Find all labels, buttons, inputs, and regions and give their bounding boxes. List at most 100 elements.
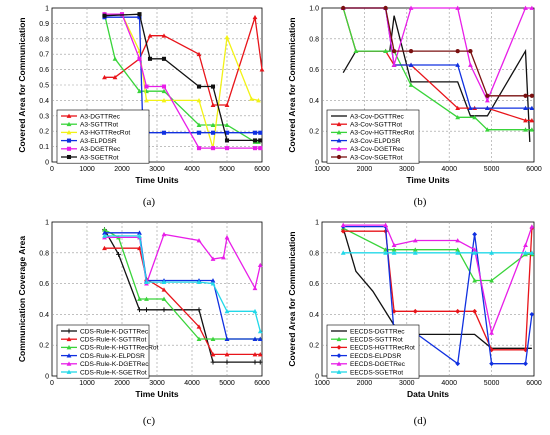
A3-Cov-SGETRot-point	[383, 5, 388, 11]
chart-panel-d: 0 0.2 0.4 0.6 0.8 1 1000 2000 3000 4000 5000 6000 Da…	[287, 220, 542, 428]
y-tick-label: 0.4	[309, 98, 319, 105]
A3-DGETRec-point	[210, 146, 216, 151]
y-tick-label: 0.8	[39, 250, 49, 257]
CDS-Rule-K-ELPDSR-point	[210, 278, 216, 283]
x-tick-label: 1000	[79, 380, 95, 387]
A3-DGETRec-point	[119, 12, 125, 17]
x-axis-title: Time Units	[135, 175, 179, 185]
EECDS-HGTTRecRot-point	[472, 308, 478, 314]
y-tick-label: 0.2	[39, 129, 49, 136]
legend-box	[326, 109, 420, 164]
EECDS-DGETRec-point	[455, 238, 461, 243]
EECDS-DGETRec-point	[523, 242, 528, 248]
A3-Cov-ELPDSR-point	[529, 105, 535, 111]
CDS-Rule-K-SGETRot-point	[257, 328, 263, 334]
A3-HGTTRecRot-point	[144, 98, 149, 103]
CDS-Rule-K-DGETRec-point	[224, 235, 230, 240]
EECDS-SGETRot-point	[455, 250, 461, 255]
A3-DGTTRec-point	[224, 102, 230, 107]
EECDS-DGETRec-point	[489, 330, 494, 335]
A3-Cov-SGETRot-point	[408, 48, 414, 54]
EECDS-ELPDSR-point	[472, 231, 478, 237]
legend-label: A3-SGETRot	[80, 154, 119, 161]
series-group	[340, 222, 535, 367]
A3-Cov-HGTTRecRot-point	[408, 82, 414, 87]
x-tick-label: 1000	[79, 166, 95, 173]
CDS-Rule-K-DGTTRec-point	[196, 307, 202, 313]
A3-DGTTRec-point	[196, 51, 202, 57]
EECDS-SGETRot-point	[523, 250, 528, 255]
EECDS-DGETRec-point	[472, 247, 478, 252]
A3-SGTTRot-point	[112, 56, 118, 61]
A3-SGETRot-point	[161, 56, 167, 61]
x-tick-label: 3000	[399, 166, 415, 173]
x-tick-label: 3000	[399, 380, 415, 387]
CDS-Rule-K-ELPDSR-point	[224, 336, 230, 341]
EECDS-SGTTRot-point	[383, 247, 388, 252]
x-tick-label: 1000	[314, 166, 330, 173]
CDS-Rule-K-SGETRot-point	[196, 279, 202, 284]
legend-A3-Cov-HGTTRecRot-point	[336, 130, 342, 135]
y-tick-label: 0.8	[309, 250, 319, 257]
EECDS-SGETRot-point	[383, 250, 388, 255]
legend-label: CDS-Rule-K-DGTTRec	[80, 328, 149, 335]
A3-Cov-SGETRot-point	[468, 48, 473, 54]
CDS-Rule-K-SGETRot-point	[252, 308, 258, 314]
legend-EECDS-ELPDSR-point	[336, 353, 342, 358]
A3-HGTTRecRot-point	[196, 98, 202, 103]
x-axis-title: Data Units	[407, 389, 449, 399]
legend-A3-Cov-SGTTRot-point	[336, 121, 342, 127]
A3-SGETRot-point	[258, 138, 263, 143]
CDS-Rule-K-DGETRec-point	[161, 231, 167, 237]
A3-SGTTRot-point	[210, 122, 216, 127]
y-tick-label: 0	[45, 374, 49, 381]
A3-DGTTRec-point	[259, 67, 265, 72]
A3-DGTTRec-point	[161, 33, 167, 38]
A3-Cov-ELPDSR-point	[484, 105, 490, 111]
legend-A3-HGTTRecRot-point	[66, 130, 72, 135]
panel-caption: (d)	[414, 415, 427, 427]
A3-Cov-SGTTRot-point	[529, 118, 535, 123]
CDS-Rule-K-DGTTRec-point	[137, 307, 142, 313]
EECDS-ELPDSR-point	[455, 361, 461, 367]
CDS-Rule-K-SGTTRot-point	[224, 352, 230, 357]
A3-SGETRot-point	[252, 138, 258, 143]
EECDS-SGETRot-point	[391, 250, 397, 255]
legend-label: EECDS-DGTTRec	[350, 328, 405, 335]
chart-panel-a: 0 0.1 0.2 0.3 0.4 0.5 0.6 0.7 0.8 0.9 1 0 1000 2000 30…	[17, 6, 270, 209]
A3-SGETRot-point	[147, 56, 153, 61]
y-tick-label: 0.4	[309, 312, 319, 319]
y-axis-title: Covered Area for Communication	[17, 17, 27, 152]
A3-DGTTRec-point	[210, 102, 216, 107]
legend-label: CDS-Rule-K-DGETRec	[80, 361, 149, 368]
x-tick-label: 2000	[357, 380, 373, 387]
legend-label: A3-Cov-SGTTRot	[350, 122, 402, 129]
series-line-A3-DGETRec	[104, 13, 261, 149]
legend-box	[326, 324, 420, 379]
A3-DGETRec-point	[224, 146, 230, 151]
A3-DGTTRec-point	[102, 74, 107, 80]
EECDS-HGTTRecRot-point	[340, 228, 346, 234]
legend-label: EECDS-DGETRec	[350, 361, 406, 368]
A3-SGETRot-point	[196, 84, 202, 89]
y-tick-label: 0.1	[39, 144, 49, 151]
legend-A3-DGETRec-point	[66, 146, 72, 151]
EECDS-SGTTRot-point	[472, 278, 478, 283]
y-tick-label: 0.5	[39, 83, 49, 90]
legend-label: A3-HGTTRecRot	[80, 130, 130, 137]
CDS-Rule-K-ELPDSR-point	[252, 336, 258, 341]
CDS-Rule-K-DGETRec-point	[252, 285, 258, 291]
CDS-Rule-K-SGTTRot-point	[196, 324, 202, 329]
A3-Cov-SGETRot-point	[341, 5, 346, 11]
legend-label: EECDS-SGTTRot	[350, 337, 403, 344]
A3-Cov-DGETRec-point	[391, 62, 397, 67]
CDS-Rule-K-ELPDSR-point	[257, 336, 263, 341]
x-tick-label: 3000	[149, 166, 165, 173]
legend-label: CDS-Rule-K-HGTTRecRot	[80, 345, 159, 352]
A3-Cov-HGTTRecRot-point	[472, 114, 478, 120]
A3-Cov-DGETRec-point	[408, 5, 414, 10]
A3-HGTTRecRot-point	[256, 98, 261, 103]
A3-DGTTRec-point	[147, 33, 153, 38]
A3-DGETRec-point	[252, 146, 258, 151]
